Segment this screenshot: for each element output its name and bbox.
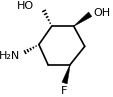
Text: OH: OH bbox=[92, 8, 109, 18]
Polygon shape bbox=[73, 12, 91, 26]
Text: F: F bbox=[60, 86, 66, 96]
Polygon shape bbox=[61, 65, 70, 84]
Text: H₂N: H₂N bbox=[0, 51, 20, 61]
Text: HO: HO bbox=[17, 1, 34, 11]
